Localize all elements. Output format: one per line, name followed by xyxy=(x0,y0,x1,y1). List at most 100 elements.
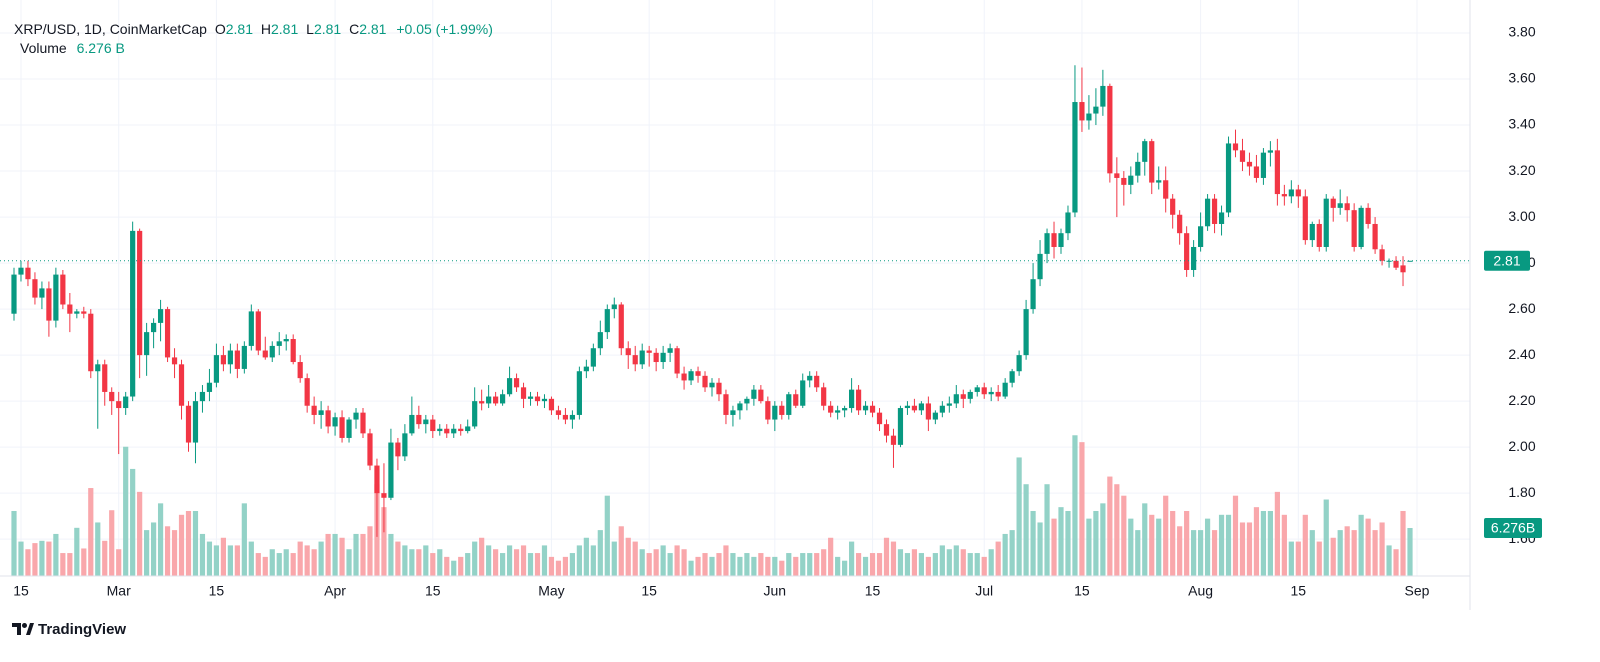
volume-bar xyxy=(625,537,631,576)
volume-bar xyxy=(74,527,80,576)
volume-bar xyxy=(723,545,729,576)
candle-body xyxy=(444,428,450,434)
candle-body xyxy=(918,403,924,411)
volume-bar xyxy=(1344,526,1350,576)
volume-bar xyxy=(1149,514,1155,576)
volume-bar xyxy=(695,556,701,576)
volume-bar xyxy=(772,556,778,576)
volume-bar xyxy=(81,548,87,576)
volume-bar xyxy=(1281,514,1287,576)
candle-body xyxy=(751,389,757,399)
candle-body xyxy=(1295,189,1301,197)
logo-mark xyxy=(12,623,21,635)
volume-bar xyxy=(241,503,247,576)
volume-bar xyxy=(828,537,834,576)
candle-body xyxy=(758,389,764,402)
candle-body xyxy=(1030,279,1036,310)
candle-body xyxy=(779,405,785,415)
volume-bar xyxy=(381,507,387,576)
volume-bar xyxy=(1232,495,1239,576)
volume-bar xyxy=(451,560,457,576)
candle-body xyxy=(255,311,261,351)
candle-body xyxy=(332,417,338,427)
volume-bar xyxy=(967,553,973,576)
volume-bar xyxy=(1260,510,1267,576)
candle-body xyxy=(360,412,366,434)
candle-body xyxy=(1344,203,1350,211)
volume-bar xyxy=(632,541,638,576)
candle-body xyxy=(1337,203,1343,208)
volume-bar xyxy=(1177,526,1183,576)
volume-bar xyxy=(1072,435,1078,576)
volume-bar xyxy=(1288,541,1294,576)
candle-body xyxy=(583,366,589,372)
candle-body xyxy=(1044,233,1050,254)
candle-body xyxy=(465,426,471,432)
candle-body xyxy=(241,345,247,369)
candle-body xyxy=(46,288,52,321)
volume-bar xyxy=(988,549,994,576)
candle-body xyxy=(744,398,750,404)
candle-body xyxy=(171,357,178,365)
y-tick-label: 3.40 xyxy=(1508,116,1535,132)
volume-bar xyxy=(821,549,827,576)
y-tick-label: 2.20 xyxy=(1508,392,1535,408)
candle-body xyxy=(932,412,938,420)
volume-bar xyxy=(974,553,980,576)
volume-bar xyxy=(786,553,792,576)
candle-body xyxy=(297,362,303,379)
volume-bar xyxy=(674,545,680,576)
volume-bar xyxy=(611,541,617,576)
candle-body xyxy=(904,405,911,409)
volume-bar xyxy=(883,537,890,576)
volume-bar xyxy=(793,556,799,576)
low-label: L xyxy=(306,21,314,37)
candle-body xyxy=(821,387,827,406)
volume-bar xyxy=(1323,499,1329,576)
candle-body xyxy=(828,405,834,413)
candle-body xyxy=(639,350,645,365)
volume-bar xyxy=(800,553,806,576)
candle-body xyxy=(674,348,680,374)
volume-bar xyxy=(1093,510,1099,576)
candle-body xyxy=(737,403,743,411)
candle-body xyxy=(1393,260,1399,268)
volume-bar xyxy=(814,553,820,576)
candle-body xyxy=(1267,150,1273,153)
low-value: 2.81 xyxy=(314,21,341,37)
candle-body xyxy=(220,355,226,365)
volume-bar xyxy=(1107,476,1113,576)
candle-body xyxy=(458,428,464,432)
volume-bar xyxy=(667,553,673,576)
volume-bar xyxy=(1030,510,1036,576)
candle-body xyxy=(388,442,394,498)
volume-bar xyxy=(946,549,952,576)
candle-body xyxy=(283,339,289,342)
y-tick-label: 1.80 xyxy=(1508,484,1535,500)
candle-body xyxy=(814,375,820,388)
volume-bar xyxy=(67,553,73,576)
volume-bar xyxy=(88,488,94,576)
candle-body xyxy=(835,410,841,413)
volume-bar xyxy=(555,560,562,576)
candle-body xyxy=(116,401,122,409)
y-tick-label: 3.80 xyxy=(1508,24,1535,40)
candle-body xyxy=(883,424,890,436)
volume-bar xyxy=(311,549,317,576)
volume-bar xyxy=(437,549,443,576)
candle-body xyxy=(192,401,199,443)
volume-bar xyxy=(1372,530,1378,576)
candle-body xyxy=(897,408,904,445)
volume-bar xyxy=(639,549,645,576)
volume-bar xyxy=(402,545,408,576)
volume-bar xyxy=(458,556,464,576)
candle-body xyxy=(437,428,443,432)
candle-body xyxy=(53,274,59,321)
volume-bar xyxy=(1184,510,1190,576)
candle-body xyxy=(765,401,771,420)
brand-logo: TradingView xyxy=(12,621,126,638)
candle-body xyxy=(527,396,534,399)
last-price-badge xyxy=(1484,250,1530,271)
candle-body xyxy=(953,394,959,404)
